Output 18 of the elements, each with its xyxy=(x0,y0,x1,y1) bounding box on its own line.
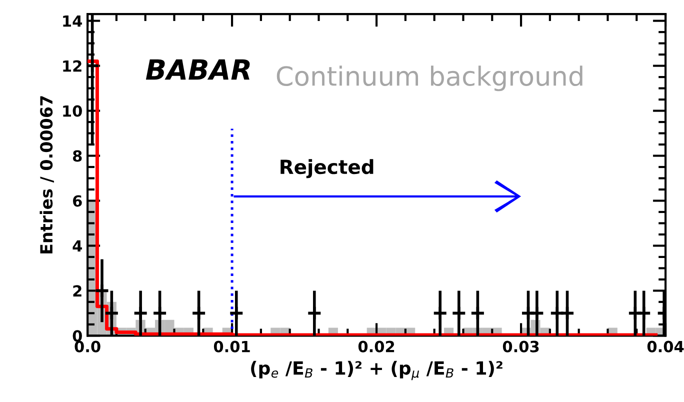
y-tick-label: 12 xyxy=(63,60,82,72)
x-tick-label: 0.04 xyxy=(647,340,684,352)
x-tick-label: 0.03 xyxy=(502,340,539,352)
y-tick-label: 4 xyxy=(72,240,82,252)
y-tick-label: 0 xyxy=(72,330,82,342)
y-tick-label: 8 xyxy=(72,150,82,162)
y-tick-label: 6 xyxy=(73,195,82,207)
y-tick-label: 10 xyxy=(63,105,82,117)
x-tick-label: 0.02 xyxy=(358,340,394,352)
y-tick-label: 14 xyxy=(63,15,82,27)
text: (p$_{e}$ /E$_{B}$ - 1)² + (p$_{μ}$ /E$_{B}$ - 1)² xyxy=(251,360,502,380)
x-tick-label: 0.01 xyxy=(214,340,250,352)
x-tick-label: 0.0 xyxy=(74,340,100,352)
annotation: Continuum background xyxy=(276,66,582,92)
annotation: BABAR xyxy=(146,59,250,80)
y-tick-label: 2 xyxy=(73,285,82,296)
y-axis-title: Entries / 0.00067 xyxy=(40,96,54,254)
annotation: Rejected xyxy=(280,159,374,178)
